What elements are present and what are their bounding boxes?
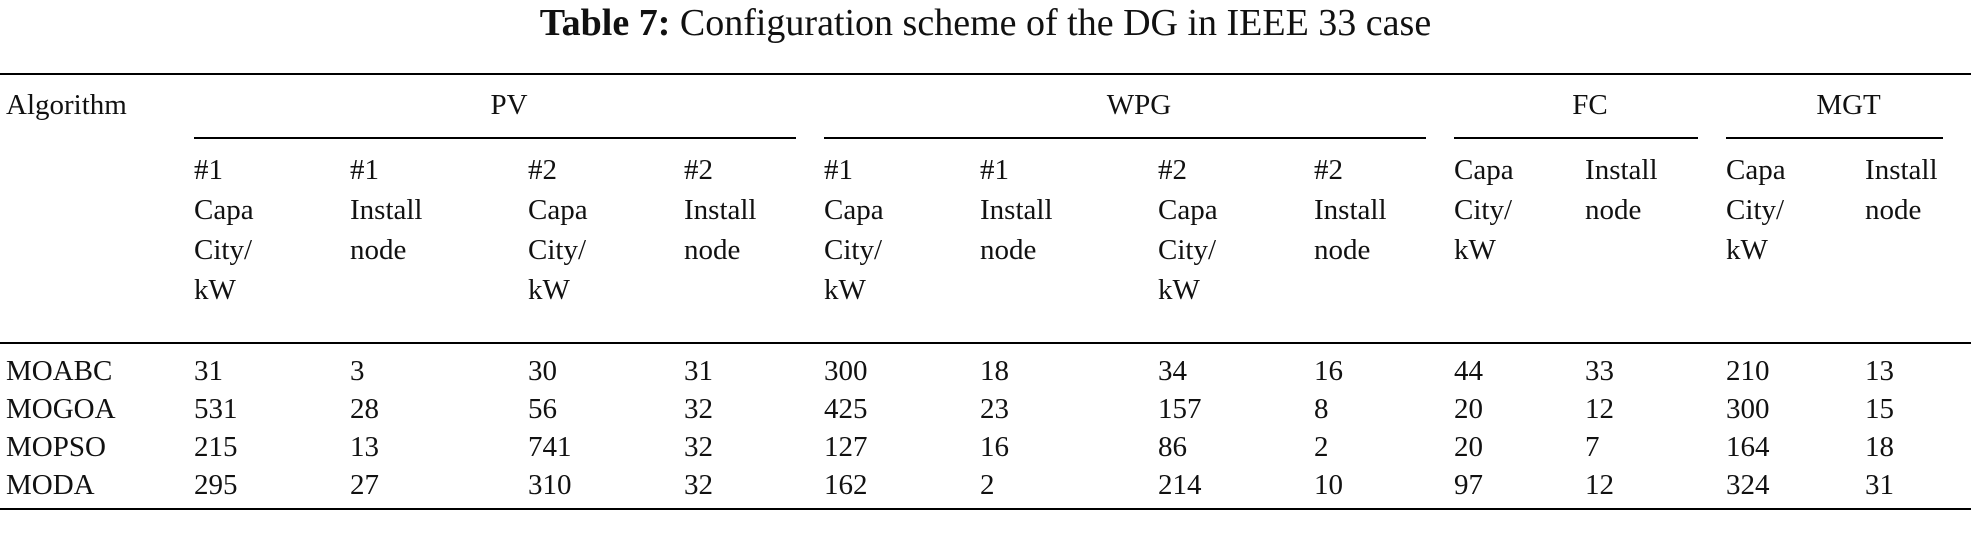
table-cell: 16 [1314, 355, 1344, 387]
table-cell: 33 [1585, 355, 1615, 387]
dg-configuration-table: Algorithm PV WPG FC MGT #1 Capa City/kW #1… [0, 73, 1971, 510]
group-underline [1454, 137, 1699, 139]
table-cell: 31 [684, 355, 713, 387]
row-algorithm-cell: MOABC [6, 355, 113, 387]
table-cell: 20 [1454, 393, 1484, 425]
table-cell: 8 [1314, 393, 1329, 425]
table-cell: 23 [980, 393, 1010, 425]
group-header-pv: PV [194, 74, 824, 143]
row-algorithm-cell: MODA [6, 469, 95, 501]
group-header-mgt: MGT [1726, 74, 1971, 143]
table-cell: 157 [1158, 393, 1202, 425]
sub-header-row: #1 Capa City/kW #1 Install node #2 Capa City/k… [0, 143, 1971, 344]
table-cell: 164 [1726, 431, 1770, 463]
table-cell: 300 [1726, 393, 1770, 425]
table-cell: 210 [1726, 355, 1770, 387]
table-cell: 56 [528, 393, 557, 425]
table-cell: 425 [824, 393, 868, 425]
table-cell: 12 [1585, 469, 1615, 501]
group-header-wpg: WPG [824, 74, 1454, 143]
table-cell: 310 [528, 469, 572, 501]
table-cell: 18 [980, 355, 1010, 387]
sub-header: #2 Capa City/kW [528, 143, 684, 344]
table-cell: 31 [194, 355, 223, 387]
sub-header: Capa City/kW [1454, 143, 1586, 344]
group-underline [1726, 137, 1944, 139]
table-cell: 32 [684, 431, 713, 463]
table-cell: 32 [684, 393, 713, 425]
group-label-fc: FC [1572, 89, 1608, 121]
table-cell: 28 [350, 393, 379, 425]
sub-header: #1 Install node [350, 143, 528, 344]
table-cell: 10 [1314, 469, 1344, 501]
table-cell: 300 [824, 355, 868, 387]
sub-header: #2 Install node [1314, 143, 1455, 344]
table-cell: 2 [1314, 431, 1329, 463]
table-row: MODA 295 27 310 32 162 2 214 10 97 12 324 31 [0, 466, 1971, 509]
sub-header: #2 Install node [684, 143, 825, 344]
group-label-wpg: WPG [1106, 89, 1172, 121]
table-cell: 44 [1454, 355, 1484, 387]
sub-header: Install node [1865, 143, 1971, 344]
group-underline [194, 137, 797, 139]
sub-header: #2 Capa City/kW [1158, 143, 1315, 344]
table-cell: 15 [1865, 393, 1895, 425]
table-body: MOABC 31 3 30 31 300 18 34 16 44 33 210 13 MOGOA 531 28… [0, 343, 1971, 509]
table-row: MOPSO 215 13 741 32 127 16 86 2 20 7 164 18 [0, 428, 1971, 466]
group-underline [824, 137, 1427, 139]
sub-header: Capa City/kW [1726, 143, 1866, 344]
row-algorithm-cell: MOGOA [6, 393, 116, 425]
table-cell: 30 [528, 355, 557, 387]
table-cell: 27 [350, 469, 379, 501]
table-row: MOGOA 531 28 56 32 425 23 157 8 20 12 300 15 [0, 390, 1971, 428]
table-cell: 20 [1454, 431, 1484, 463]
table-cell: 531 [194, 393, 238, 425]
table-cell: 7 [1585, 431, 1600, 463]
table-cell: 324 [1726, 469, 1770, 501]
table-cell: 13 [350, 431, 379, 463]
table-cell: 13 [1865, 355, 1895, 387]
group-header-fc: FC [1454, 74, 1726, 143]
table-cell: 31 [1865, 469, 1895, 501]
table-cell: 127 [824, 431, 868, 463]
table-cell: 86 [1158, 431, 1188, 463]
table-cell: 215 [194, 431, 238, 463]
sub-header: #1 Install node [980, 143, 1159, 344]
algorithm-header: Algorithm [6, 89, 127, 121]
table-cell: 295 [194, 469, 238, 501]
table-cell: 32 [684, 469, 713, 501]
table-cell: 18 [1865, 431, 1895, 463]
table-cell: 741 [528, 431, 572, 463]
table-cell: 97 [1454, 469, 1484, 501]
group-label-pv: PV [490, 89, 528, 121]
table-row: MOABC 31 3 30 31 300 18 34 16 44 33 210 13 [0, 343, 1971, 390]
table-cell: 214 [1158, 469, 1202, 501]
table-cell: 34 [1158, 355, 1188, 387]
sub-header: #1 Capa City/kW [824, 143, 981, 344]
caption-label: Table 7: [539, 2, 671, 44]
table-cell: 12 [1585, 393, 1615, 425]
table-cell: 3 [350, 355, 365, 387]
table-cell: 2 [980, 469, 995, 501]
algorithm-subheader-spacer [0, 143, 194, 344]
group-header-row: Algorithm PV WPG FC MGT [0, 74, 1971, 143]
table-cell: 162 [824, 469, 868, 501]
row-algorithm-cell: MOPSO [6, 431, 106, 463]
table-cell: 16 [980, 431, 1010, 463]
group-label-mgt: MGT [1816, 89, 1881, 121]
table-caption: Table 7: Configuration scheme of the DG … [0, 0, 1971, 46]
caption-text: Configuration scheme of the DG in IEEE 3… [679, 2, 1432, 44]
sub-header: Install node [1585, 143, 1727, 344]
sub-header: #1 Capa City/kW [194, 143, 350, 344]
